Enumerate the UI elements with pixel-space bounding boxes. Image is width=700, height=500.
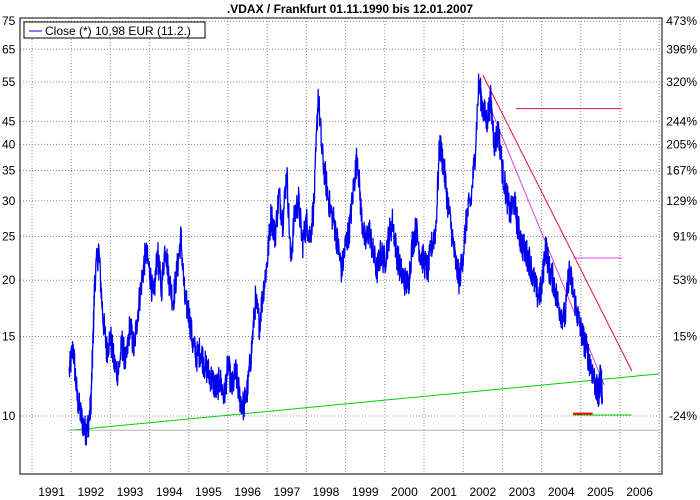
x-tick-label: 1992: [77, 485, 104, 499]
y-tick-label-left: 45: [2, 114, 16, 128]
x-tick-label: 2002: [469, 485, 496, 499]
x-tick-label: 2000: [391, 485, 418, 499]
y-tick-label-right: 320%: [666, 75, 697, 89]
plot-frame: [19, 17, 663, 475]
x-tick-label: 2004: [548, 485, 575, 499]
y-tick-label-right: -24%: [669, 409, 697, 423]
x-tick-label: 1994: [156, 485, 183, 499]
x-tick-label: 1997: [273, 485, 300, 499]
y-tick-label-left: 40: [2, 137, 16, 151]
y-tick-label-right: 129%: [666, 194, 697, 208]
y-tick-label-right: 53%: [673, 273, 697, 287]
axes: 75 473% 65 396% 55 320% 45 244% 40 205% 35 167% 30 12…: [2, 14, 697, 499]
y-tick-label-left: 20: [2, 273, 16, 287]
x-tick-label: 1991: [38, 485, 65, 499]
y-tick-label-left: 75: [2, 14, 16, 28]
x-tick-label: 1998: [313, 485, 340, 499]
trendline-2: [482, 74, 633, 371]
y-tick-label-left: 55: [2, 75, 16, 89]
x-tick-label: 1993: [117, 485, 144, 499]
y-tick-label-left: 65: [2, 42, 16, 56]
y-tick-label-right: 244%: [666, 114, 697, 128]
series-layer: [68, 73, 604, 446]
y-tick-label-right: 15%: [673, 330, 697, 344]
y-tick-label-right: 396%: [666, 42, 697, 56]
x-tick-label: 2001: [430, 485, 457, 499]
y-tick-label-left: 10: [2, 409, 16, 423]
y-tick-label-left: 25: [2, 229, 16, 243]
y-tick-label-right: 205%: [666, 137, 697, 151]
x-tick-label: 2003: [509, 485, 536, 499]
x-tick-label: 1999: [352, 485, 379, 499]
x-tick-label: 2006: [626, 485, 653, 499]
x-tick-label: 2005: [587, 485, 614, 499]
x-tick-label: 1995: [195, 485, 222, 499]
y-tick-label-right: 91%: [673, 229, 697, 243]
y-tick-label-left: 30: [2, 194, 16, 208]
x-tick-label: 1996: [234, 485, 261, 499]
series-line-0: [68, 73, 604, 446]
legend-box: [23, 21, 206, 39]
chart-title: .VDAX / Frankfurt 01.11.1990 bis 12.01.2…: [227, 2, 473, 16]
legend-label: Close (*) 10,98 EUR (11.2.): [45, 24, 191, 38]
y-tick-label-left: 35: [2, 164, 16, 178]
y-tick-label-left: 15: [2, 330, 16, 344]
y-tick-label-right: 167%: [666, 164, 697, 178]
legend: Close (*) 10,98 EUR (11.2.): [23, 21, 206, 39]
y-tick-label-right: 473%: [666, 14, 697, 28]
trendline-0: [71, 373, 660, 431]
